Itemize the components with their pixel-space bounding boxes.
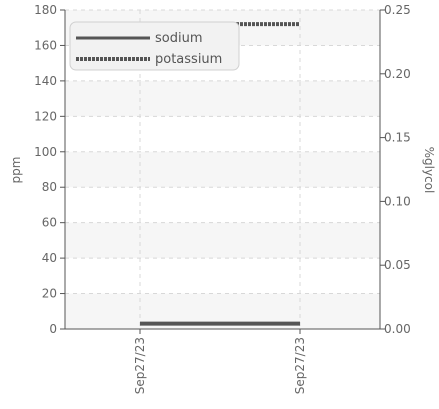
plot-band (65, 151, 380, 188)
right-tick-label: 0.20 (384, 67, 411, 81)
right-tick-label: 0.15 (384, 131, 411, 145)
x-tick-label: Sep27/23 (293, 337, 307, 394)
right-tick-label: 0.10 (384, 194, 411, 208)
grid-lines (65, 9, 380, 330)
axes (60, 9, 385, 334)
left-tick-label: 0 (49, 322, 57, 336)
legend: sodium potassium (69, 21, 240, 71)
legend-label-potassium: potassium (155, 52, 222, 67)
left-tick-label: 180 (34, 3, 57, 17)
tick-labels: 0 20 40 60 80 100 120 140 160 180 0.00 0.05 0.10 0.15… (34, 3, 411, 394)
plot-band (65, 222, 380, 259)
right-tick-label: 0.00 (384, 322, 411, 336)
right-tick-label: 0.25 (384, 3, 411, 17)
left-tick-label: 80 (42, 180, 57, 194)
left-tick-label: 100 (34, 145, 57, 159)
left-tick-label: 140 (34, 74, 57, 88)
left-tick-label: 20 (42, 287, 57, 301)
x-tick-label: Sep27/23 (133, 337, 147, 394)
left-tick-label: 60 (42, 216, 57, 230)
y-axis-title-right: %glycol (422, 147, 436, 194)
left-tick-label: 160 (34, 38, 57, 52)
left-tick-label: 120 (34, 109, 57, 123)
plot-band (65, 80, 380, 117)
y-axis-title-left: ppm (9, 157, 23, 184)
left-tick-label: 40 (42, 251, 57, 265)
right-tick-label: 0.05 (384, 258, 411, 272)
legend-label-sodium: sodium (155, 31, 203, 46)
